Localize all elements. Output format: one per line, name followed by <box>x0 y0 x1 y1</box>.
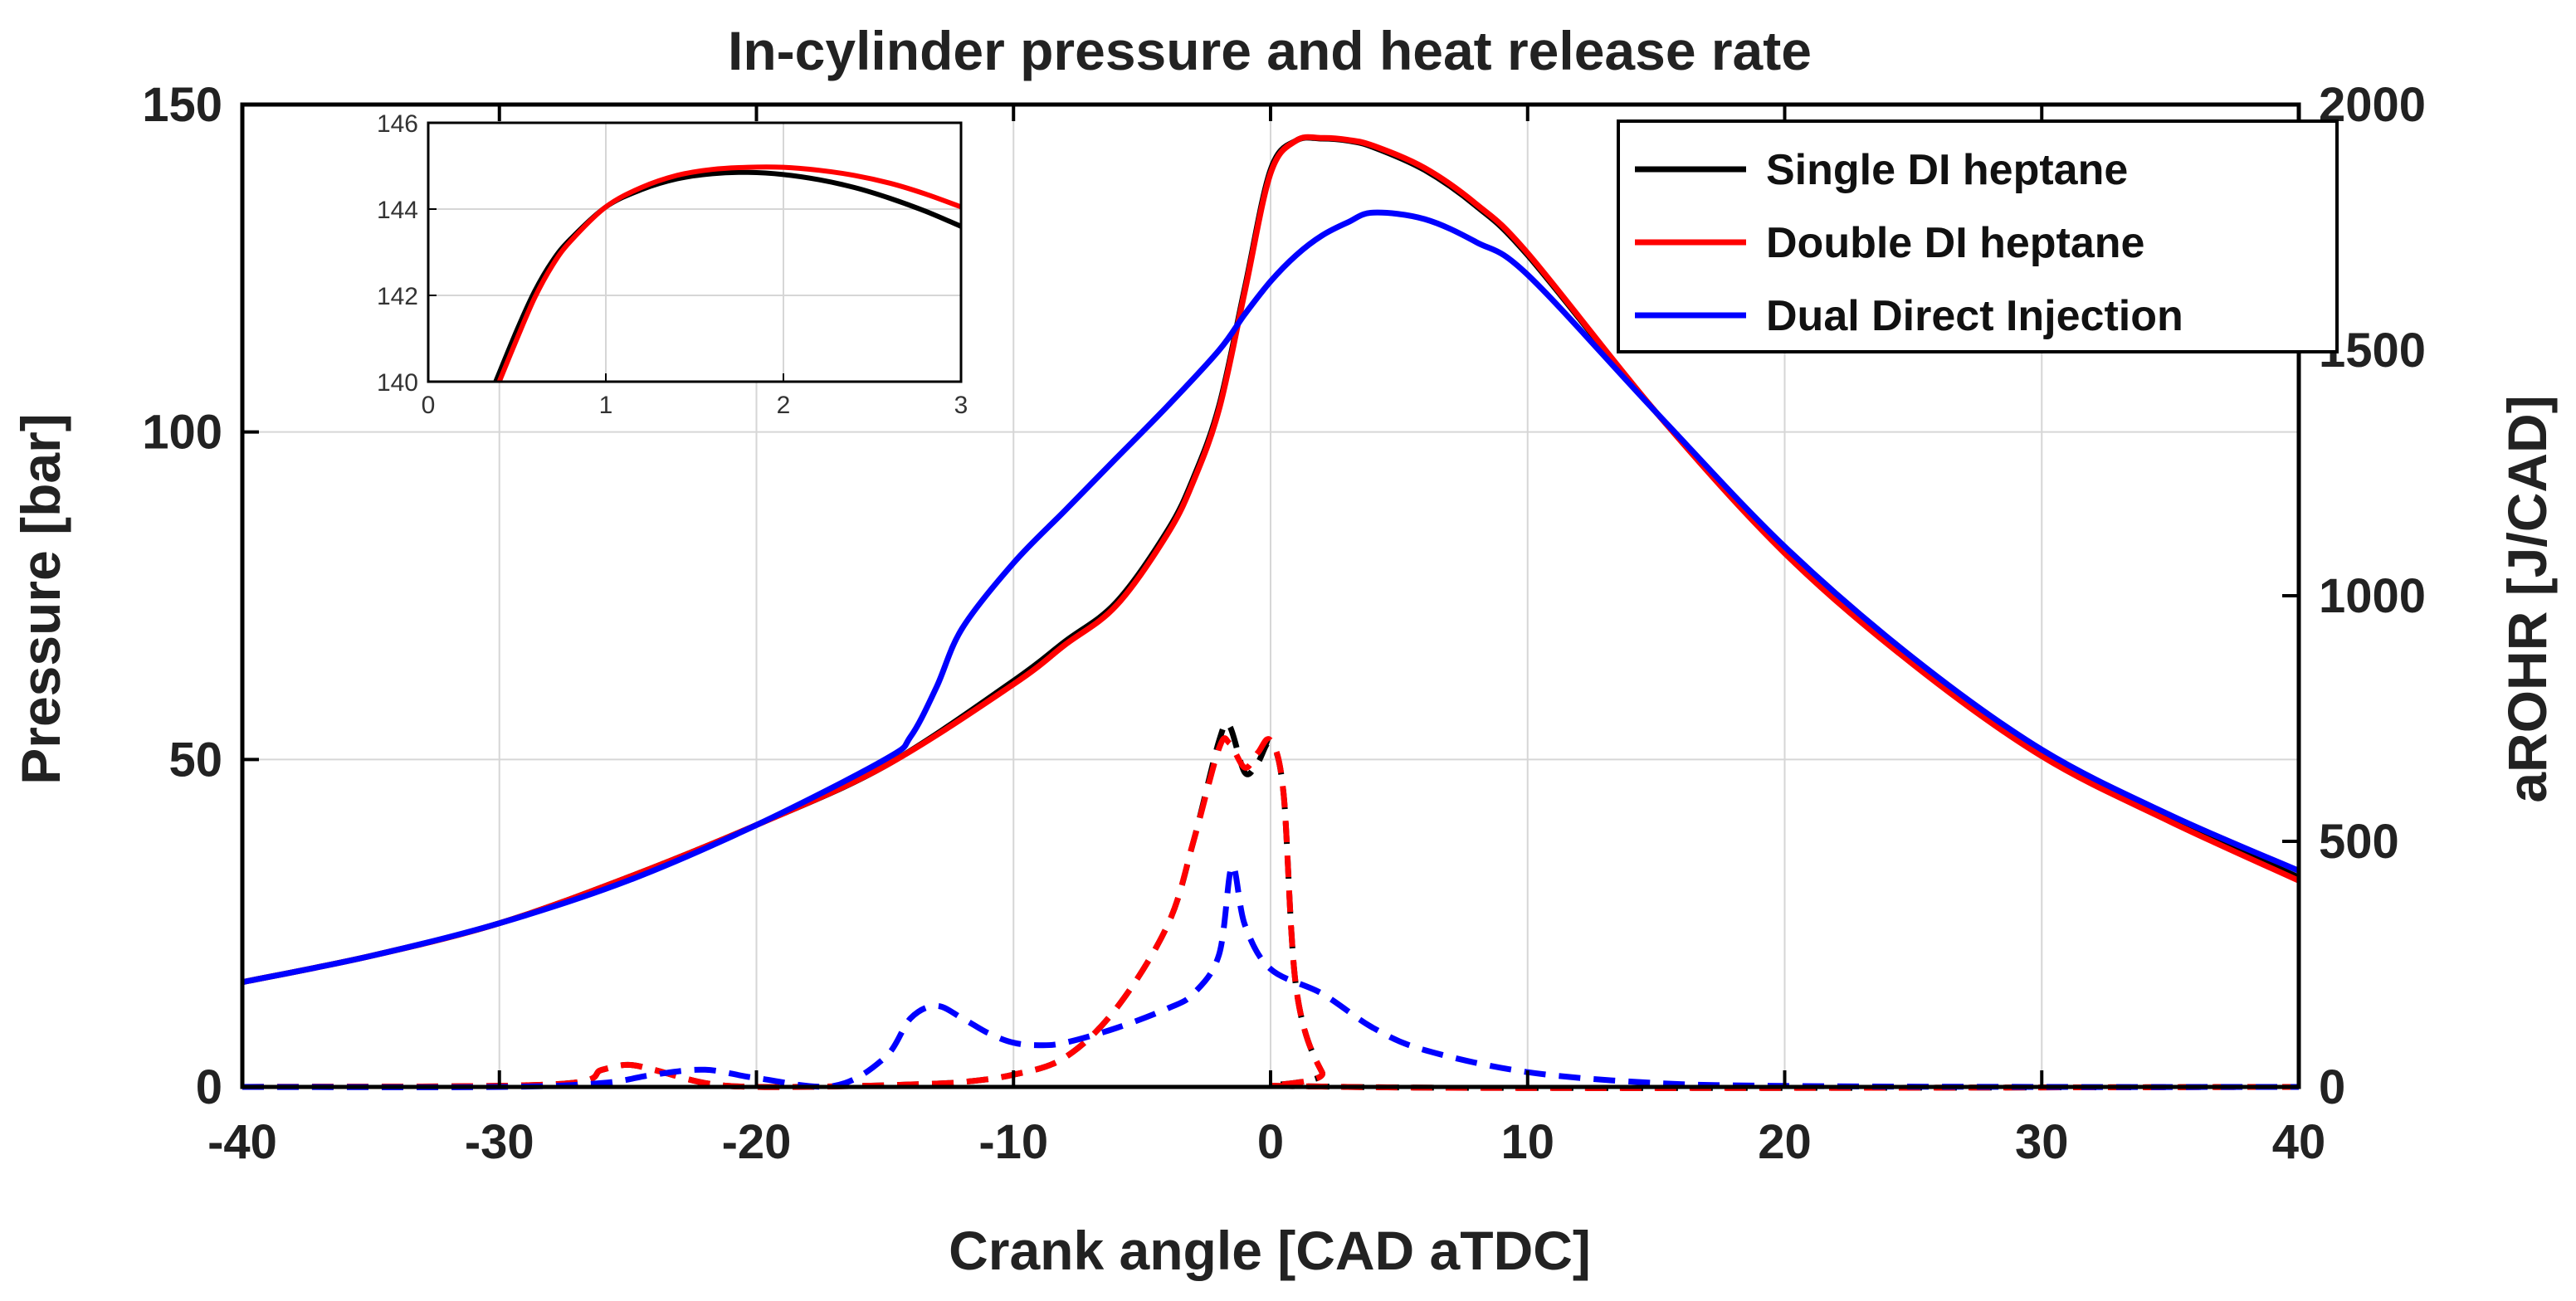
inset-series-line-double-di-heptane <box>496 164 961 382</box>
y-axis-right-label: aROHR [J/CAD] <box>2496 395 2558 802</box>
y-tick-label: 100 <box>142 406 222 460</box>
legend-label: Single DI heptane <box>1766 146 2128 194</box>
x-tick-label: -40 <box>207 1115 277 1169</box>
y-right-tick-label: 1000 <box>2319 569 2426 623</box>
legend: Single DI heptane Double DI heptane Dual D… <box>1617 119 2339 353</box>
x-tick-label: -20 <box>722 1115 792 1169</box>
x-tick-label: 40 <box>2272 1115 2326 1169</box>
inset-x-tick-label: 2 <box>777 392 791 419</box>
chart-title: In-cylinder pressure and heat release ra… <box>728 20 1812 81</box>
y-tick-label: 0 <box>196 1060 222 1114</box>
x-tick-label: -30 <box>465 1115 534 1169</box>
inset-x-tick-label: 3 <box>954 392 968 419</box>
y-right-tick-label: 0 <box>2319 1060 2345 1114</box>
y-tick-label: 50 <box>168 733 222 787</box>
x-tick-label: 0 <box>1257 1115 1284 1169</box>
x-axis-label: Crank angle [CAD aTDC] <box>949 1220 1591 1281</box>
x-tick-label: 30 <box>2015 1115 2069 1169</box>
series-layer <box>242 134 2300 1091</box>
series-line-dual-direct-injection <box>242 209 2300 986</box>
y-axis-label: Pressure [bar] <box>10 413 71 785</box>
legend-label: Double DI heptane <box>1766 219 2144 267</box>
x-tick-label: -10 <box>978 1115 1048 1169</box>
x-tick-label: 10 <box>1500 1115 1554 1169</box>
inset-y-tick-label: 144 <box>377 197 418 224</box>
inset-x-tick-label: 1 <box>599 392 613 419</box>
inset-series-line-single-di-heptane <box>493 169 961 382</box>
legend-label: Dual Direct Injection <box>1766 292 2183 340</box>
y-tick-label: 150 <box>142 78 222 132</box>
y-right-tick-label: 500 <box>2319 815 2399 869</box>
inset-chart: 0 1 2 3 140 142 144 146 <box>377 110 968 419</box>
inset-frame <box>427 121 963 383</box>
inset-background <box>428 123 961 382</box>
inset-x-tick-label: 0 <box>422 392 436 419</box>
tick-layer: -40 -30 -20 -10 0 10 20 30 400501001500500100015… <box>142 78 2426 1169</box>
x-tick-label: 20 <box>1758 1115 1812 1169</box>
series-line-single-di-heptane-arohr <box>242 720 2300 1091</box>
inset-y-tick-label: 140 <box>377 369 418 397</box>
grid-layer <box>242 105 2299 1087</box>
inset-y-tick-label: 146 <box>377 110 418 138</box>
inset-y-tick-label: 142 <box>377 283 418 310</box>
series-line-dual-direct-injection-arohr <box>242 863 2300 1090</box>
